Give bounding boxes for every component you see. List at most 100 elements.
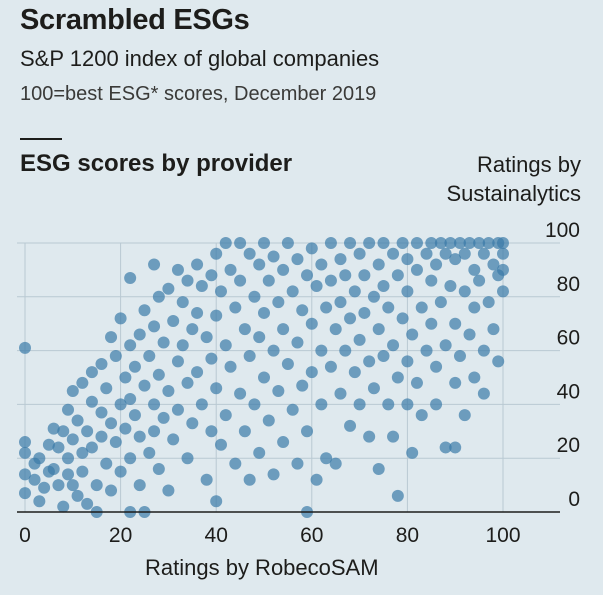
data-point	[267, 344, 280, 357]
data-point	[439, 339, 452, 352]
data-point	[238, 323, 251, 336]
x-tick-label: 80	[396, 524, 419, 547]
data-point	[324, 237, 337, 249]
data-point	[105, 417, 118, 430]
data-point	[205, 352, 218, 365]
data-point	[200, 473, 213, 486]
data-point	[229, 301, 242, 314]
data-point	[358, 306, 371, 319]
data-point	[353, 398, 366, 411]
data-point	[62, 452, 75, 465]
data-point	[344, 312, 357, 325]
data-point	[329, 323, 342, 336]
x-tick-label: 40	[205, 524, 228, 547]
data-point	[114, 465, 127, 478]
data-point	[114, 312, 127, 325]
data-point	[109, 436, 122, 449]
data-point	[176, 339, 189, 352]
data-point	[148, 398, 161, 411]
data-point	[162, 282, 175, 295]
data-point	[267, 468, 280, 481]
data-point	[191, 306, 204, 319]
data-point	[234, 237, 247, 249]
data-point	[334, 296, 347, 309]
data-point	[468, 371, 481, 384]
x-tick-label: 0	[19, 524, 31, 547]
data-point	[363, 237, 376, 249]
data-point	[396, 312, 409, 325]
y-tick-label: 60	[557, 327, 580, 350]
data-point	[430, 360, 443, 373]
data-point	[19, 436, 31, 449]
data-points	[19, 237, 509, 518]
data-point	[62, 403, 75, 416]
data-point	[191, 258, 204, 271]
data-point	[415, 409, 428, 422]
data-point	[224, 360, 237, 373]
data-point	[109, 349, 122, 362]
data-point	[234, 274, 247, 287]
data-point	[425, 274, 438, 287]
data-point	[458, 247, 471, 260]
data-point	[181, 452, 194, 465]
data-point	[33, 452, 46, 465]
data-point	[210, 247, 223, 260]
data-point	[253, 446, 266, 459]
data-point	[334, 387, 347, 400]
data-point	[100, 457, 113, 470]
data-point	[253, 331, 266, 344]
data-point	[66, 384, 79, 397]
data-point	[487, 258, 500, 271]
data-point	[406, 328, 419, 341]
data-point	[301, 425, 314, 438]
data-point	[449, 317, 462, 330]
data-point	[444, 237, 457, 249]
data-point	[468, 301, 481, 314]
data-point	[19, 487, 31, 500]
data-point	[128, 360, 141, 373]
data-point	[281, 358, 294, 371]
data-point	[238, 425, 251, 438]
data-point	[473, 274, 486, 287]
y-axis-label-line1: Ratings by	[477, 152, 581, 177]
chart-subtitle: S&P 1200 index of global companies	[20, 46, 380, 71]
data-point	[95, 358, 108, 371]
data-point	[353, 333, 366, 346]
data-point	[315, 398, 328, 411]
y-tick-label: 0	[568, 488, 580, 511]
data-point	[200, 331, 213, 344]
data-point	[410, 237, 423, 249]
data-point	[33, 495, 46, 508]
data-point	[391, 269, 404, 282]
data-point	[85, 441, 98, 454]
data-point	[114, 398, 127, 411]
data-point	[162, 384, 175, 397]
data-point	[38, 481, 51, 494]
data-point	[133, 328, 146, 341]
data-point	[372, 323, 385, 336]
data-point	[272, 384, 285, 397]
data-point	[229, 457, 242, 470]
data-point	[124, 452, 137, 465]
data-point	[344, 237, 357, 249]
data-point	[305, 242, 318, 255]
data-point	[85, 395, 98, 408]
data-point	[258, 306, 270, 319]
data-point	[430, 258, 443, 271]
data-point	[76, 446, 89, 459]
data-point	[363, 355, 376, 368]
y-axis-label-line2: Sustainalytics	[446, 181, 581, 206]
data-point	[28, 473, 41, 486]
x-axis-label: Ratings by RobecoSAM	[145, 555, 379, 580]
data-point	[473, 237, 486, 249]
data-point	[128, 409, 141, 422]
data-point	[71, 414, 84, 427]
data-point	[430, 398, 443, 411]
data-point	[497, 263, 509, 276]
chart-headline: Scrambled ESGs	[20, 4, 250, 36]
data-point	[477, 344, 490, 357]
data-point	[224, 263, 237, 276]
data-point	[420, 247, 433, 260]
data-point	[71, 489, 84, 502]
data-point	[219, 409, 232, 422]
